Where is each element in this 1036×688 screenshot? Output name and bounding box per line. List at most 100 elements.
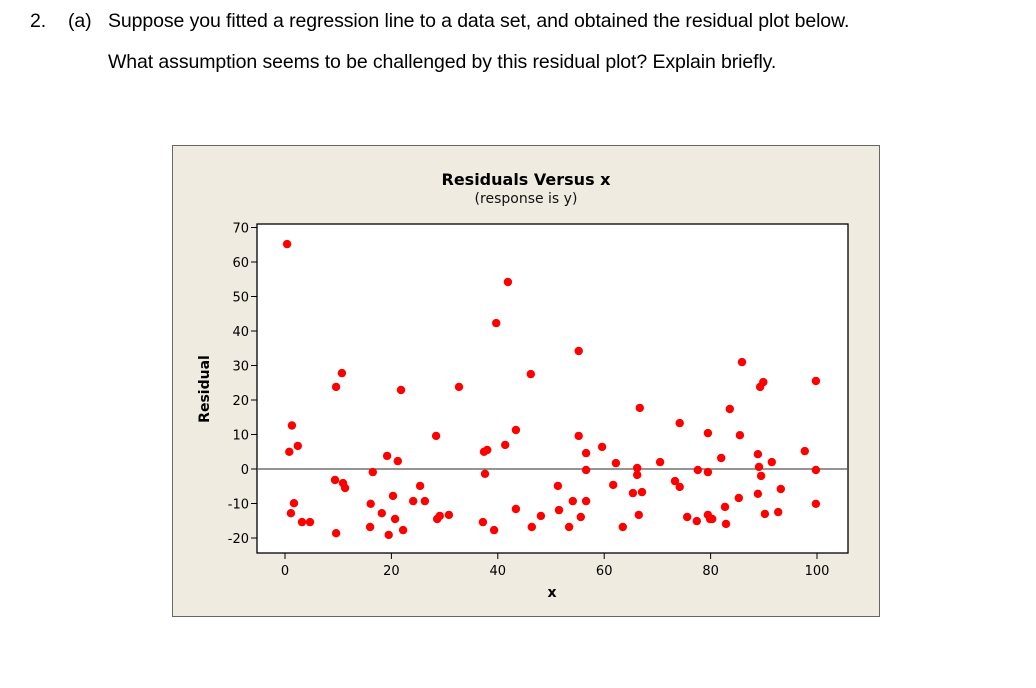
y-tick-label: 70 [232,222,249,237]
x-axis-ticks: 0 20 40 60 80 100 [281,553,830,579]
data-point [305,517,315,527]
x-tick-label: 0 [281,564,289,579]
data-point [365,522,375,532]
data-point [331,382,341,392]
data-point [628,488,638,498]
data-point [581,448,591,458]
data-point [776,484,785,494]
data-point [800,446,809,456]
data-point [492,318,501,328]
data-point [811,376,821,386]
data-point [503,277,513,287]
data-point [287,421,297,430]
data-point [554,505,564,515]
x-tick-label: 60 [596,564,613,579]
data-points [282,239,821,540]
data-point [574,346,583,356]
data-point [633,463,642,473]
data-point [683,512,692,522]
data-point [478,517,488,527]
data-point [366,499,375,508]
y-tick-label: 60 [232,256,249,271]
data-point [670,476,680,486]
x-axis-label: x [547,585,556,601]
data-point [501,440,510,450]
y-axis-ticks: 70 60 50 40 30 20 10 0 -10 -20 [228,222,257,547]
data-point [635,403,644,413]
residual-plot-figure: Residuals Versus x (response is y) 70 60 5… [172,145,880,617]
x-tick-label: 80 [702,564,719,579]
data-point [285,447,294,456]
data-point [564,522,574,532]
y-tick-label: -20 [228,532,249,547]
question-line-1: 2. (a) Suppose you fitted a regression lin… [30,10,849,33]
data-point [293,441,302,451]
data-point [527,522,536,532]
data-point [767,457,776,467]
data-point [759,377,768,387]
data-point [489,525,499,535]
data-point [756,471,766,481]
chart-subtitle: (response is y) [474,191,578,207]
data-point [634,510,643,520]
data-point [480,469,490,478]
data-point [618,522,627,532]
data-point [637,487,647,497]
y-tick-label: 10 [232,429,249,444]
data-point [708,514,717,524]
y-tick-label: 20 [232,394,249,409]
data-point [431,431,441,441]
data-point [581,496,591,506]
data-point [811,499,821,508]
data-point [483,445,492,455]
data-point [435,511,444,521]
data-point [511,504,521,514]
data-point [282,239,292,249]
data-point [760,509,770,519]
data-point [655,457,665,467]
question-number: 2. [30,10,47,32]
question-part: (a) [68,10,92,32]
data-point [444,510,454,520]
data-point [420,496,430,506]
data-point [511,425,521,435]
data-point [340,483,350,493]
data-point [581,465,591,475]
data-point [388,491,398,501]
data-point [597,442,607,452]
data-point [526,369,535,379]
data-point [396,385,406,395]
data-point [576,512,585,522]
data-point [703,428,713,438]
data-point [675,418,684,428]
data-point [609,480,618,490]
y-tick-label: 30 [232,360,249,375]
data-point [633,470,642,480]
data-point [398,525,408,535]
data-point [717,453,726,463]
data-point [415,481,425,491]
data-point [330,475,340,485]
data-point [693,465,702,475]
data-point [454,382,464,392]
data-point [735,431,745,440]
data-point [390,514,400,524]
data-point [774,507,783,517]
question-text-2: What assumption seems to be challenged b… [108,51,777,73]
data-point [393,456,402,466]
data-point [611,458,621,468]
data-point [289,499,299,508]
data-point [536,511,546,521]
question-text-1: Suppose you fitted a regression line to … [108,10,850,32]
x-tick-label: 100 [805,564,830,579]
x-tick-label: 20 [383,564,400,579]
plot-area [256,223,849,554]
y-tick-label: -10 [228,498,249,513]
data-point [409,496,418,506]
data-point [568,496,577,506]
data-point [737,357,747,367]
data-point [703,467,713,477]
data-point [721,519,731,529]
data-point [720,502,730,512]
